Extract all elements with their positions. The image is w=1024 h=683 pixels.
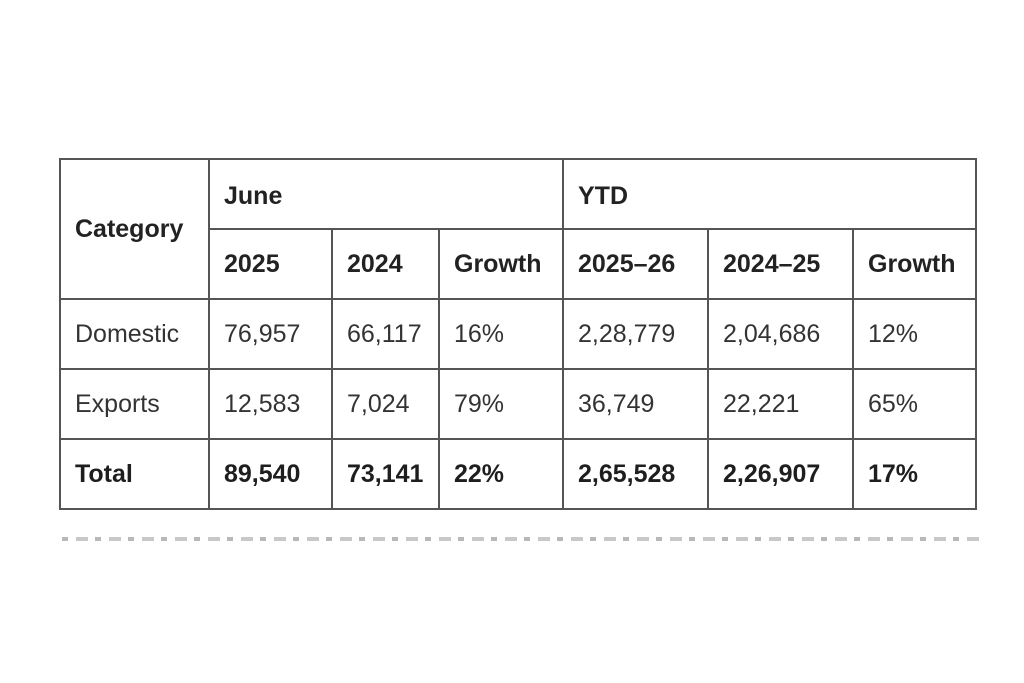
cell-june-2024: 7,024 [331, 368, 440, 440]
table-row: Domestic 76,957 66,117 16% 2,28,779 2,04… [59, 298, 977, 370]
cell-ytd-2024-25: 2,26,907 [707, 438, 854, 510]
header-ytd: YTD [562, 158, 977, 230]
cell-june-2025: 76,957 [208, 298, 333, 370]
cell-june-growth: 22% [438, 438, 564, 510]
header-ytd-2025-26: 2025–26 [562, 228, 709, 300]
cell-category: Domestic [59, 298, 210, 370]
header-category: Category [59, 158, 210, 300]
header-june: June [208, 158, 564, 230]
cell-ytd-2024-25: 2,04,686 [707, 298, 854, 370]
table-row: Exports 12,583 7,024 79% 36,749 22,221 6… [59, 368, 977, 440]
header-june-2024: 2024 [331, 228, 440, 300]
cell-june-2025: 89,540 [208, 438, 333, 510]
cell-june-2024: 73,141 [331, 438, 440, 510]
header-row-sub: 2025 2024 Growth 2025–26 2024–25 Growth [60, 228, 977, 300]
cell-ytd-2024-25: 22,221 [707, 368, 854, 440]
cell-ytd-growth: 17% [852, 438, 977, 510]
cell-ytd-2025-26: 2,28,779 [562, 298, 709, 370]
header-ytd-growth: Growth [852, 228, 977, 300]
cell-ytd-2025-26: 36,749 [562, 368, 709, 440]
cell-category: Exports [59, 368, 210, 440]
header-ytd-2024-25: 2024–25 [707, 228, 854, 300]
cell-june-growth: 16% [438, 298, 564, 370]
sales-table: Category June YTD 2025 2024 Growth 2025–… [59, 158, 977, 510]
cell-category: Total [59, 438, 210, 510]
cell-june-2025: 12,583 [208, 368, 333, 440]
header-june-growth: Growth [438, 228, 564, 300]
header-june-2025: 2025 [208, 228, 333, 300]
cell-ytd-2025-26: 2,65,528 [562, 438, 709, 510]
header-row-group: Category June YTD [59, 158, 977, 300]
cell-ytd-growth: 65% [852, 368, 977, 440]
table-container: Category June YTD 2025 2024 Growth 2025–… [59, 158, 977, 510]
cell-june-2024: 66,117 [331, 298, 440, 370]
cell-ytd-growth: 12% [852, 298, 977, 370]
clipped-text-fragment [62, 537, 980, 541]
cell-june-growth: 79% [438, 368, 564, 440]
table-row-total: Total 89,540 73,141 22% 2,65,528 2,26,90… [59, 438, 977, 510]
